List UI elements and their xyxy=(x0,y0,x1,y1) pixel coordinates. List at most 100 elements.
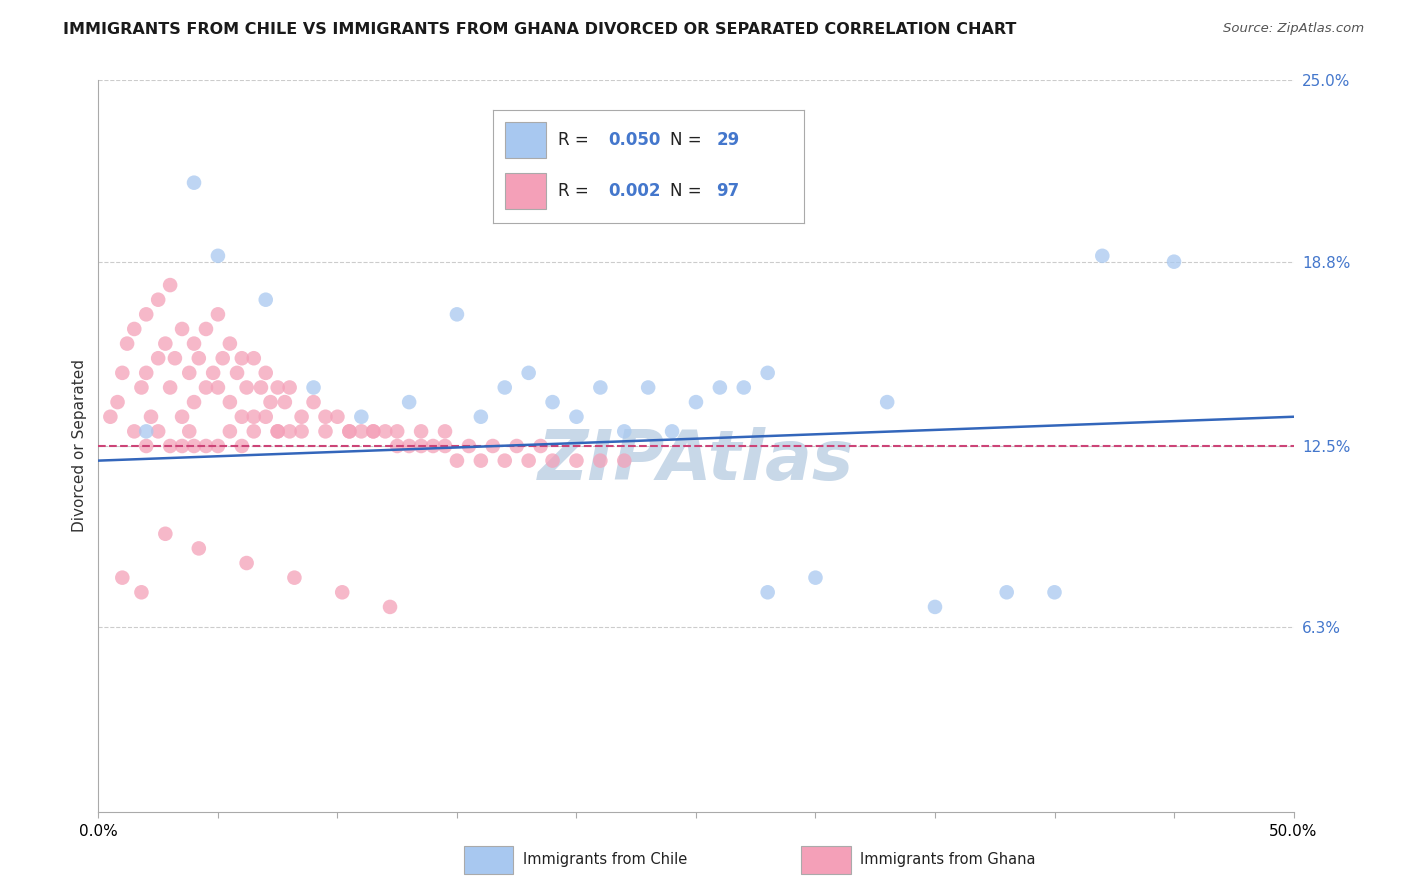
Point xyxy=(231,351,253,366)
Point xyxy=(267,425,290,439)
Point xyxy=(1043,585,1066,599)
Text: Immigrants from Ghana: Immigrants from Ghana xyxy=(860,853,1036,867)
Point xyxy=(187,351,209,366)
Point xyxy=(756,366,779,380)
Point xyxy=(876,395,898,409)
Point xyxy=(302,395,325,409)
Point xyxy=(111,571,134,585)
Point xyxy=(470,453,492,467)
Point xyxy=(219,425,242,439)
Point xyxy=(530,439,553,453)
Point xyxy=(613,425,636,439)
Point xyxy=(139,409,162,424)
Point xyxy=(995,585,1018,599)
Point xyxy=(124,322,146,336)
Point xyxy=(202,366,225,380)
Point xyxy=(494,453,516,467)
Point xyxy=(398,439,420,453)
Point xyxy=(226,366,249,380)
Text: Source: ZipAtlas.com: Source: ZipAtlas.com xyxy=(1223,22,1364,36)
Point xyxy=(278,425,301,439)
Point xyxy=(187,541,209,556)
Point xyxy=(517,453,540,467)
Point xyxy=(541,395,564,409)
Point xyxy=(135,425,157,439)
Point xyxy=(135,307,157,321)
Point xyxy=(924,599,946,614)
Point xyxy=(458,439,481,453)
Point xyxy=(1163,254,1185,268)
Point xyxy=(135,366,157,380)
Point xyxy=(235,556,257,570)
Point xyxy=(378,599,401,614)
Point xyxy=(148,351,170,366)
Point xyxy=(422,439,444,453)
Point xyxy=(159,439,181,453)
Point xyxy=(661,425,683,439)
Point xyxy=(506,439,529,453)
Point xyxy=(339,425,361,439)
Y-axis label: Divorced or Separated: Divorced or Separated xyxy=(72,359,87,533)
Point xyxy=(494,380,516,394)
Point xyxy=(250,380,273,394)
Point xyxy=(434,425,457,439)
Point xyxy=(107,395,129,409)
Point xyxy=(183,336,205,351)
Point xyxy=(733,380,755,394)
Point xyxy=(172,322,194,336)
Point xyxy=(302,380,325,394)
Point xyxy=(254,409,277,424)
Point xyxy=(756,585,779,599)
Point xyxy=(482,439,505,453)
Point xyxy=(183,395,205,409)
Point xyxy=(315,425,337,439)
Point xyxy=(172,409,194,424)
Text: Immigrants from Chile: Immigrants from Chile xyxy=(523,853,688,867)
Point xyxy=(124,425,146,439)
Point xyxy=(446,453,468,467)
Point xyxy=(374,425,396,439)
Point xyxy=(254,293,277,307)
Point xyxy=(291,409,314,424)
Point xyxy=(219,395,242,409)
Point xyxy=(243,425,266,439)
Point xyxy=(446,307,468,321)
Point xyxy=(517,366,540,380)
Point xyxy=(172,439,194,453)
Point xyxy=(565,453,588,467)
Point xyxy=(219,336,242,351)
Point xyxy=(155,526,177,541)
Point xyxy=(267,425,290,439)
Point xyxy=(283,571,305,585)
Point xyxy=(155,336,177,351)
Point xyxy=(148,293,170,307)
Point xyxy=(207,307,229,321)
Point xyxy=(159,380,181,394)
Point xyxy=(231,439,253,453)
Point xyxy=(278,380,301,394)
Point xyxy=(183,176,205,190)
Point xyxy=(207,439,229,453)
Point xyxy=(709,380,731,394)
Point xyxy=(685,395,707,409)
Point xyxy=(315,409,337,424)
Point xyxy=(131,380,153,394)
Point xyxy=(259,395,281,409)
Point xyxy=(434,439,457,453)
Point xyxy=(211,351,233,366)
Point xyxy=(350,425,373,439)
Point xyxy=(243,351,266,366)
Point xyxy=(179,366,201,380)
Point xyxy=(326,409,349,424)
Point xyxy=(291,425,314,439)
Point xyxy=(195,322,218,336)
Point xyxy=(183,439,205,453)
Point xyxy=(363,425,385,439)
Point xyxy=(115,336,138,351)
Text: IMMIGRANTS FROM CHILE VS IMMIGRANTS FROM GHANA DIVORCED OR SEPARATED CORRELATION: IMMIGRANTS FROM CHILE VS IMMIGRANTS FROM… xyxy=(63,22,1017,37)
Point xyxy=(207,249,229,263)
Point xyxy=(274,395,297,409)
Point xyxy=(135,439,157,453)
Point xyxy=(470,409,492,424)
Point xyxy=(195,439,218,453)
